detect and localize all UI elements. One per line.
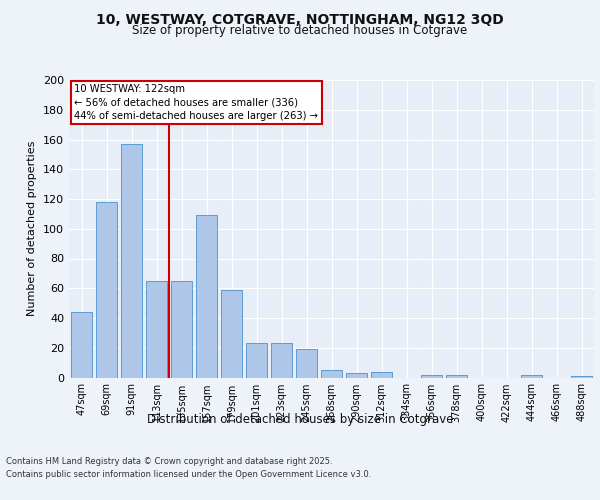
Bar [521, 374, 542, 378]
Text: 10, WESTWAY, COTGRAVE, NOTTINGHAM, NG12 3QD: 10, WESTWAY, COTGRAVE, NOTTINGHAM, NG12 … [96, 12, 504, 26]
Bar [171, 281, 192, 378]
Bar [121, 144, 142, 378]
Y-axis label: Number of detached properties: Number of detached properties [28, 141, 37, 316]
Bar [571, 376, 592, 378]
Bar [96, 202, 117, 378]
Text: 10 WESTWAY: 122sqm
← 56% of detached houses are smaller (336)
44% of semi-detach: 10 WESTWAY: 122sqm ← 56% of detached hou… [74, 84, 318, 121]
Bar [221, 290, 242, 378]
Bar [271, 344, 292, 378]
Bar [296, 349, 317, 378]
Bar [71, 312, 92, 378]
Text: Contains public sector information licensed under the Open Government Licence v3: Contains public sector information licen… [6, 470, 371, 479]
Bar [146, 281, 167, 378]
Bar [246, 344, 267, 378]
Text: Distribution of detached houses by size in Cotgrave: Distribution of detached houses by size … [147, 412, 453, 426]
Bar [371, 372, 392, 378]
Text: Contains HM Land Registry data © Crown copyright and database right 2025.: Contains HM Land Registry data © Crown c… [6, 458, 332, 466]
Bar [196, 216, 217, 378]
Text: Size of property relative to detached houses in Cotgrave: Size of property relative to detached ho… [133, 24, 467, 37]
Bar [421, 374, 442, 378]
Bar [321, 370, 342, 378]
Bar [446, 374, 467, 378]
Bar [346, 373, 367, 378]
